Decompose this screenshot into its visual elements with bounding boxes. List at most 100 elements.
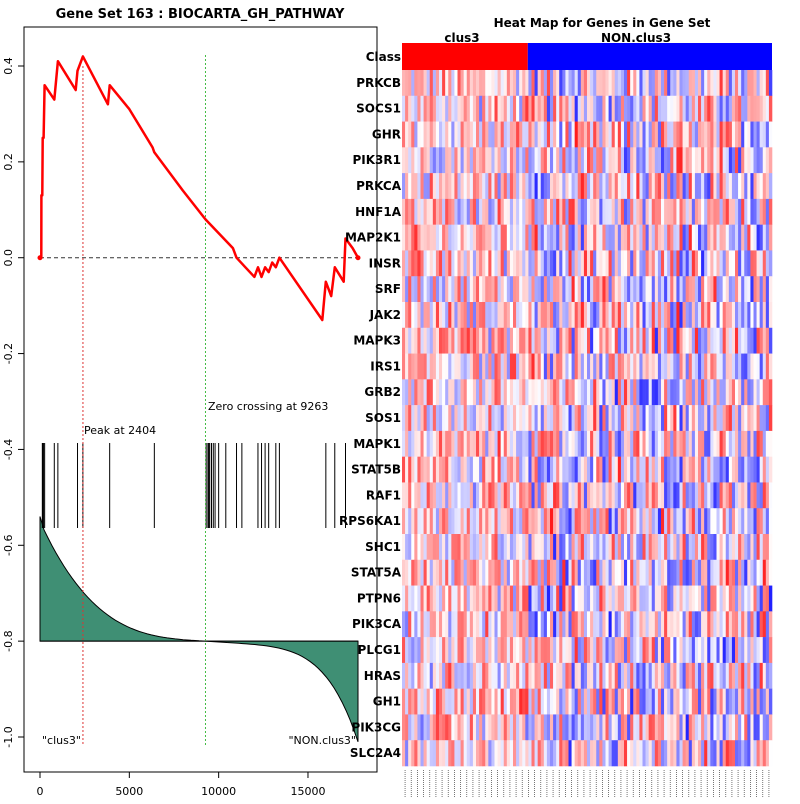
heatmap-cell (722, 327, 727, 354)
heatmap-cell (460, 302, 464, 329)
heatmap-cell (608, 559, 612, 586)
heatmap-cell (617, 559, 622, 586)
heatmap-cell (645, 121, 649, 148)
heatmap-cell (522, 482, 526, 509)
heatmap-cell (420, 198, 424, 225)
heatmap-cell (423, 688, 427, 715)
heatmap-cell (556, 173, 560, 200)
heatmap-cell (571, 740, 575, 767)
heatmap-cell (633, 611, 637, 638)
heatmap-cell (546, 147, 551, 174)
heatmap-cell (457, 95, 461, 122)
heatmap-cell (491, 95, 495, 122)
heatmap-cell (654, 121, 659, 148)
heatmap-cell (562, 456, 566, 483)
heatmap-cell (590, 482, 594, 509)
heatmap-cell (685, 70, 690, 97)
heatmap-cell (679, 327, 683, 354)
heatmap-cell (605, 224, 609, 251)
gene-label: SRF (375, 282, 401, 296)
heatmap-cell (463, 250, 468, 277)
heatmap-cell (735, 585, 739, 612)
heatmap-cell (513, 302, 517, 329)
heatmap-cell (491, 482, 495, 509)
heatmap-cell (602, 198, 606, 225)
heatmap-cell (691, 688, 696, 715)
heatmap-cell (744, 276, 748, 303)
heatmap-cell (537, 482, 542, 509)
heatmap-cell (762, 70, 767, 97)
heatmap-cell (759, 250, 764, 277)
heatmap-cell (664, 714, 668, 741)
heatmap-cell (768, 198, 773, 225)
heatmap-cell (454, 173, 458, 200)
heatmap-cell (466, 456, 471, 483)
heatmap-cell (642, 611, 646, 638)
heatmap-cell (429, 121, 434, 148)
heatmap-cell (580, 585, 585, 612)
heatmap-cell (488, 95, 492, 122)
heatmap-cell (670, 353, 674, 380)
heatmap-cell (691, 611, 696, 638)
heatmap-cell (685, 379, 690, 406)
heatmap-cell (651, 714, 656, 741)
heatmap-cell (716, 585, 720, 612)
heatmap-cell (611, 611, 616, 638)
heatmap-cell (651, 688, 656, 715)
heatmap-cell (488, 430, 492, 457)
heatmap-cell (627, 147, 631, 174)
heatmap-cell (627, 430, 631, 457)
sample-labels (404, 770, 770, 798)
heatmap-cell (608, 714, 612, 741)
heatmap-cell (463, 482, 468, 509)
heatmap-cell (451, 740, 455, 767)
heatmap-cell (513, 534, 517, 561)
heatmap-cell (485, 379, 489, 406)
heatmap-cell (701, 250, 705, 277)
heatmap-cell (525, 121, 529, 148)
heatmap-cell (556, 430, 560, 457)
heatmap-cell (485, 198, 489, 225)
heatmap-cell (503, 456, 508, 483)
heatmap-cell (550, 95, 554, 122)
heatmap-cell (540, 198, 545, 225)
heatmap-cell (667, 611, 671, 638)
heatmap-cell (565, 224, 569, 251)
heatmap-cell (528, 276, 532, 303)
heatmap-cell (503, 224, 508, 251)
heatmap-cell (691, 198, 696, 225)
heatmap-cell (599, 688, 603, 715)
heatmap-cell (682, 327, 686, 354)
heatmap-cell (747, 662, 751, 689)
heatmap-cell (747, 379, 751, 406)
heatmap-cell (556, 688, 560, 715)
heatmap-cell (716, 224, 720, 251)
heatmap-cell (491, 508, 495, 535)
heatmap-cell (614, 302, 619, 329)
heatmap-cell (528, 147, 532, 174)
heatmap-cell (599, 302, 603, 329)
heatmap-cell (719, 508, 723, 535)
heatmap-cell (590, 662, 594, 689)
heatmap-cell (688, 637, 693, 664)
heatmap-cell (688, 405, 693, 432)
heatmap-cell (577, 302, 582, 329)
heatmap-cell (568, 173, 572, 200)
heatmap-cell (583, 379, 588, 406)
heatmap-cell (411, 198, 415, 225)
heatmap-cell (537, 585, 542, 612)
heatmap-cell (491, 405, 495, 432)
heatmap-cell (414, 250, 418, 277)
heatmap-cell (571, 121, 575, 148)
heatmap-cell (679, 302, 683, 329)
heatmap-cell (414, 611, 418, 638)
heatmap-cell (580, 121, 585, 148)
heatmap-cell (682, 534, 686, 561)
heatmap-cell (688, 147, 693, 174)
heatmap-cell (439, 95, 443, 122)
heatmap-cell (624, 405, 628, 432)
ranked-metric-area (39, 516, 359, 742)
heatmap-cell (707, 559, 711, 586)
heatmap-cell (722, 95, 727, 122)
heatmap-cell (605, 559, 609, 586)
